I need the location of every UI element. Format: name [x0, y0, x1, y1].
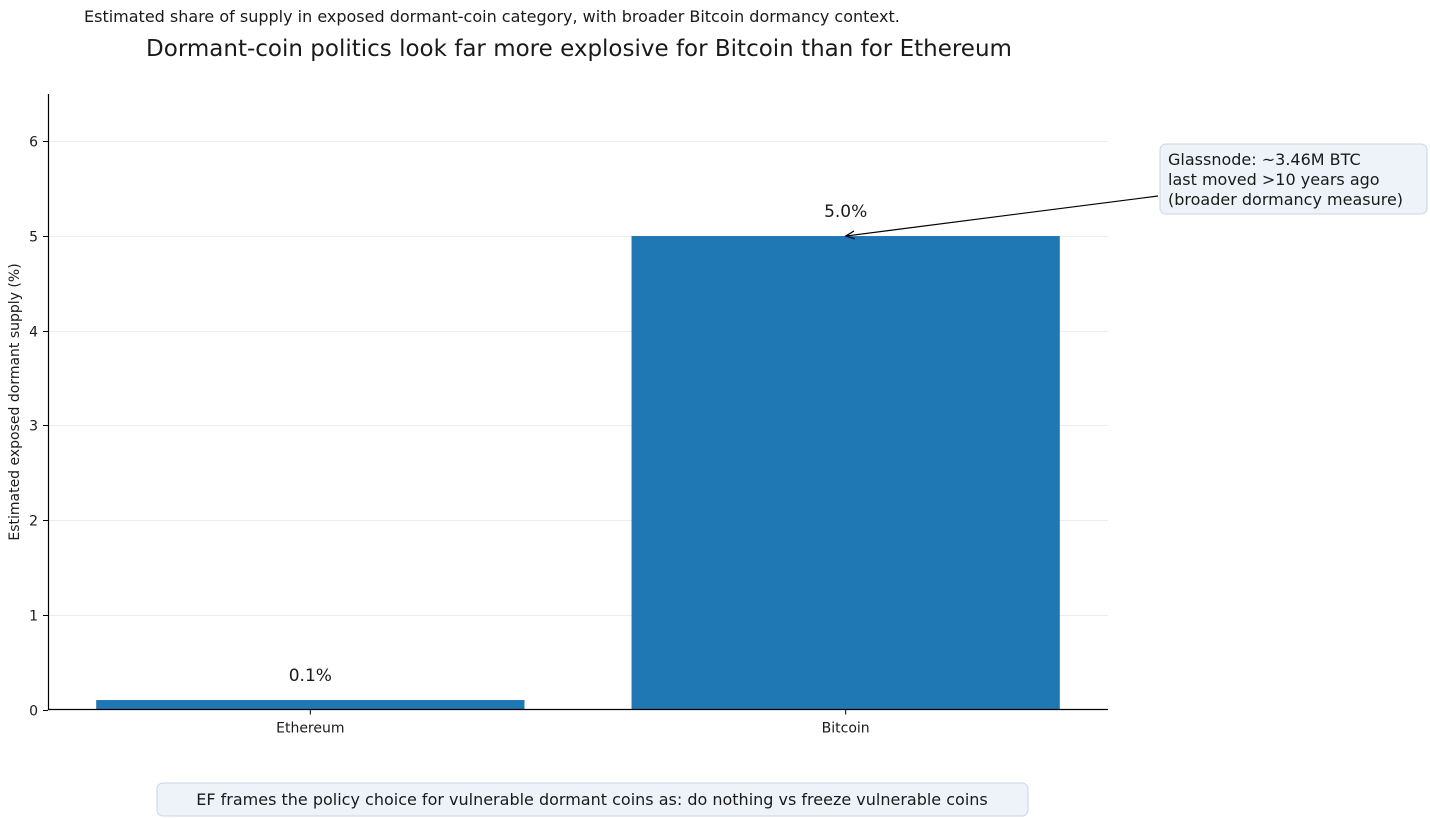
- x-tick-label: Bitcoin: [822, 721, 870, 737]
- annotation: Glassnode: ~3.46M BTC last moved >10 yea…: [846, 143, 1428, 236]
- annotation-line-2: last moved >10 years ago: [1168, 170, 1380, 189]
- y-tick-label: 0: [29, 704, 38, 720]
- data-label: 5.0%: [824, 202, 867, 222]
- y-tick-label: 5: [29, 230, 38, 246]
- x-axis-ticks: Ethereum Bitcoin: [276, 709, 870, 737]
- annotation-line-3: (broader dormancy measure): [1168, 190, 1403, 209]
- annotation-line-1: Glassnode: ~3.46M BTC: [1168, 150, 1361, 169]
- annotation-arrow: [846, 195, 1159, 236]
- chart-title: Dormant-coin politics look far more expl…: [146, 36, 1012, 62]
- y-tick-label: 2: [29, 514, 38, 530]
- bar-ethereum: [96, 700, 525, 710]
- y-tick-label: 4: [29, 325, 38, 341]
- x-tick-label: Ethereum: [276, 721, 344, 737]
- data-labels: 0.1% 5.0%: [289, 202, 868, 686]
- bar-bitcoin: [631, 236, 1060, 710]
- y-axis-label: Estimated exposed dormant supply (%): [7, 263, 23, 540]
- y-tick-label: 3: [29, 419, 38, 435]
- y-tick-label: 1: [29, 609, 38, 625]
- y-axis-ticks: 0 1 2 3 4 5 6: [29, 135, 48, 720]
- footnote-box: [156, 782, 1029, 817]
- footnote: EF frames the policy choice for vulnerab…: [196, 790, 988, 809]
- data-label: 0.1%: [289, 666, 332, 686]
- chart-subtitle: Estimated share of supply in exposed dor…: [84, 7, 900, 26]
- annotation-box: [1159, 143, 1428, 215]
- bars: [96, 236, 1060, 710]
- y-tick-label: 6: [29, 135, 38, 151]
